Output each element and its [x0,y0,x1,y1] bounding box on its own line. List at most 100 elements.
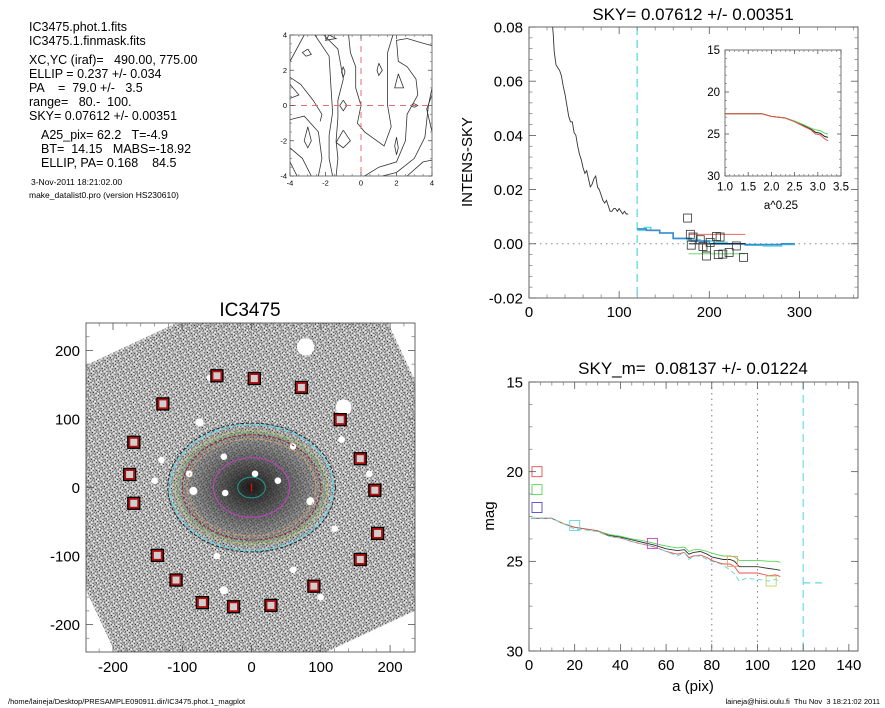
info-block: IC3475.phot.1.fits IC3475.1.finmask.fits… [29,20,198,201]
y-tick-label: 20 [707,87,720,99]
fits-file-name: IC3475.phot.1.fits [29,20,127,34]
center-contour-plot: -4 -2 0 2 4 -4 -2 0 2 4 [280,31,434,188]
masked-star [306,497,315,506]
contour-line [409,103,419,108]
isophote-ellipse-cyan [169,423,335,552]
y-tick-label: 2 [283,66,287,75]
x-tick-label: 3.0 [810,182,826,194]
mag-marker [765,575,777,587]
y-tick-label: 25 [707,129,720,141]
masked-star [213,552,221,560]
masked-star [189,486,198,495]
sky-sample-marker [739,252,748,262]
masked-star [296,338,315,356]
sky-sample-marker [724,248,734,257]
mask-file-name: IC3475.1.finmask.fits [29,34,146,48]
intens-sky-title: SKY= 0.07612 +/- 0.00351 [592,5,793,24]
mag-series-cyan [531,517,781,584]
masked-star [158,456,165,464]
sky-box-inner [172,576,180,584]
contour-line [335,129,351,149]
x-tick-label: 100 [308,659,333,676]
mag-profile-frame [528,381,859,652]
mag-profile-ylabel: mag [481,501,498,530]
isophote-ellipse-yellowgreen [174,430,329,545]
mag-marker [569,520,581,531]
masked-star [185,470,193,478]
y-tick-label: 200 [55,343,80,360]
masked-star [219,586,228,595]
isophote-ellipse-green [178,432,325,543]
series-sky-step-blue [637,228,795,246]
x-tick-label: 2.0 [763,182,779,194]
intens-sky-frame [528,26,859,299]
sky-sample-marker [731,241,741,251]
masked-star [331,525,338,532]
ellip-pa: ELLIP, PA= 0.168 84.5 [41,156,177,170]
isophote-ellipse-magenta [212,457,291,518]
mag-profile-plot: SKY_m= 0.08137 +/- 0.01224 mag a (pix) 0… [481,359,861,695]
y-tick-label: 0.06 [494,74,523,91]
contour-line [376,63,383,77]
contour-line [341,66,346,79]
contour-line [406,159,432,176]
contour-line [394,137,399,155]
x-tick-label: 200 [697,304,722,321]
galaxy-image-title: IC3475 [219,300,280,321]
sky-sample-marker [685,229,695,239]
sky-box-inner [336,416,344,424]
sky-box-inner [250,375,258,383]
x-tick-label: 60 [658,657,675,674]
masked-star [274,477,282,484]
inset-frame [724,49,842,177]
contour-line [364,38,432,176]
x-tick-label: -200 [98,659,128,676]
inset-series-red [725,113,829,142]
contour-line [290,115,323,176]
sky-box-inner [130,438,138,446]
masked-star [220,453,228,460]
contour-line [323,35,344,176]
mag-marker [646,537,658,549]
masked-star [366,470,373,478]
a25-type: A25_pix= 62.2 T=-4.9 [41,128,168,142]
sky-sample-marker [695,235,705,245]
timestamp: 3-Nov-2011 18:21:02.00 [31,177,123,187]
mag-marker [726,555,738,567]
sky-box-inner [371,486,379,494]
sky-box-inner [356,455,364,463]
x-tick-label: 120 [791,657,816,674]
sky-box-inner [126,470,134,478]
sky-box-inner [153,551,161,559]
y-tick-label: -0.02 [489,290,523,307]
inset-mag-plot: 1.0 1.5 2.0 2.5 3.0 3.5 15 20 25 30 a^0.25 [707,45,849,212]
sky-sample-marker [715,232,725,242]
y-tick-label: -100 [50,548,80,565]
y-tick-label: 25 [506,554,523,571]
x-tick-label: 0 [525,304,533,321]
masked-star [335,399,352,416]
y-tick-label: -4 [280,172,287,181]
y-tick-label: 30 [707,171,720,183]
contour-line [314,35,334,176]
sky-box-inner [374,529,382,537]
center-coords: XC,YC (iraf)= 490.00, 775.00 [29,53,198,67]
y-tick-label: 0 [283,101,287,110]
mag-profile-xlabel: a (pix) [672,678,714,695]
y-tick-label: 0.08 [494,19,523,36]
sky-sample-marker [702,251,711,261]
x-tick-label: 3.5 [833,182,849,194]
x-tick-label: 2.5 [787,182,803,194]
y-tick-label: 0.02 [494,182,523,199]
x-tick-label: 20 [566,657,583,674]
contour-line [394,73,405,89]
masked-star [289,443,297,450]
program-version: make_datalist0.pro (version HS230610) [29,190,179,200]
isophote-ellipse-darkred [181,434,322,541]
y-tick-label: -2 [280,136,287,145]
mag-series-green [531,517,781,563]
contour-line [303,126,312,149]
masked-star [195,418,204,427]
x-tick-label: 300 [787,304,812,321]
